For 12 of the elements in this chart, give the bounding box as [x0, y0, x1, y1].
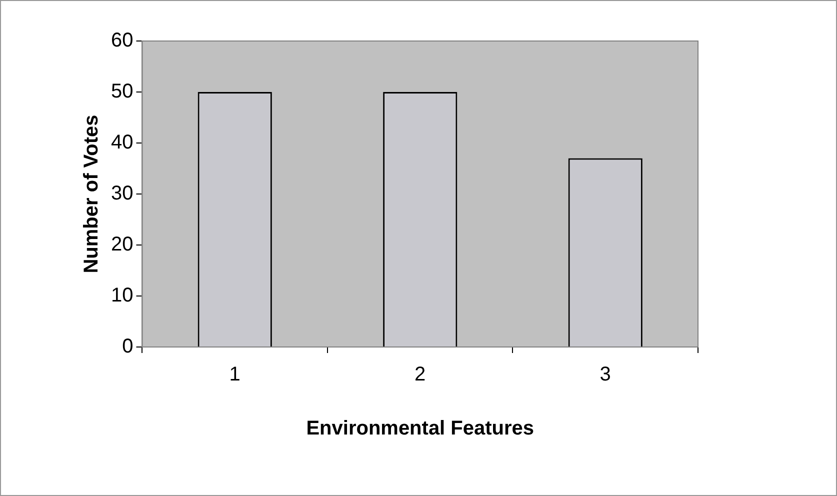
y-tick-label: 50	[110, 80, 134, 103]
x-axis-title: Environmental Features	[306, 418, 534, 440]
y-tick-label: 30	[110, 182, 134, 205]
x-tick-label: 1	[229, 364, 240, 386]
x-tick-label: 3	[600, 364, 611, 386]
x-tick-label: 2	[414, 364, 426, 386]
y-tick-label: 40	[110, 132, 134, 154]
y-axis-title: Number of Votes	[80, 114, 103, 274]
y-tick-label: 0	[122, 336, 134, 358]
y-tick-label: 10	[110, 284, 134, 307]
y-tick-label: 60	[110, 30, 134, 52]
y-tick-label: 20	[110, 234, 134, 256]
